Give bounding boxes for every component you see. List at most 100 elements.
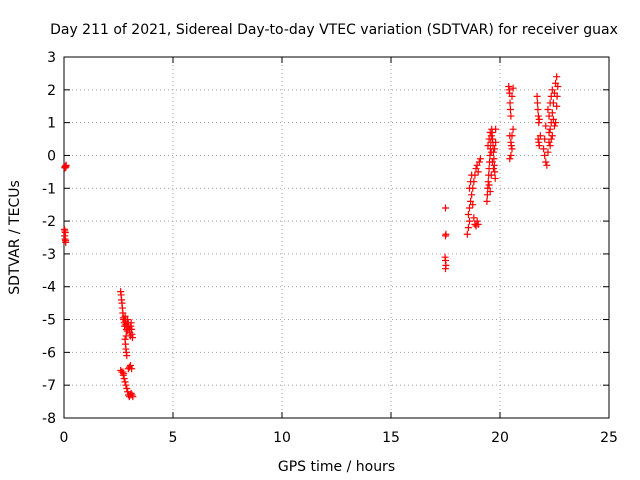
data-point xyxy=(553,73,561,81)
data-point xyxy=(506,155,514,163)
data-point xyxy=(484,142,492,150)
data-point xyxy=(121,378,129,386)
data-point xyxy=(487,171,495,179)
data-point xyxy=(474,168,482,176)
data-point xyxy=(464,211,472,219)
x-tick-label: 25 xyxy=(600,430,618,446)
data-point xyxy=(548,109,556,117)
data-point xyxy=(507,151,515,159)
data-point xyxy=(543,161,551,169)
data-point xyxy=(506,106,514,114)
data-point xyxy=(467,178,475,186)
data-point xyxy=(554,83,562,91)
data-point xyxy=(61,229,69,237)
data-point xyxy=(120,375,128,383)
data-point xyxy=(548,86,556,94)
chart-title: Day 211 of 2021, Sidereal Day-to-day VTE… xyxy=(50,22,618,38)
grid-lines xyxy=(64,57,609,418)
data-point xyxy=(506,99,514,107)
data-point xyxy=(545,128,553,136)
data-point xyxy=(508,92,516,100)
x-tick-label: 0 xyxy=(60,430,69,446)
data-point xyxy=(545,112,553,120)
y-tick-label: -7 xyxy=(42,378,56,394)
data-point xyxy=(129,393,137,401)
data-point xyxy=(535,115,543,123)
data-point xyxy=(536,132,544,140)
data-point xyxy=(128,391,136,399)
data-point xyxy=(540,145,548,153)
data-point xyxy=(484,178,492,186)
data-point xyxy=(509,125,517,133)
data-point xyxy=(442,204,449,212)
data-point xyxy=(128,365,136,373)
data-point xyxy=(474,220,482,228)
data-point xyxy=(491,168,499,176)
y-tick-label: 3 xyxy=(47,50,56,66)
data-point xyxy=(62,161,70,169)
data-point xyxy=(541,151,549,159)
data-point xyxy=(470,214,478,222)
x-tick-label: 15 xyxy=(382,430,400,446)
data-point xyxy=(475,158,483,166)
data-point xyxy=(548,132,556,140)
data-point xyxy=(442,232,449,240)
plot-frame xyxy=(63,56,610,419)
data-point xyxy=(483,197,491,205)
data-point xyxy=(464,224,472,232)
data-point xyxy=(118,368,126,376)
data-point xyxy=(508,132,516,140)
data-point xyxy=(476,155,484,163)
data-point xyxy=(486,151,494,159)
data-point xyxy=(442,265,449,273)
data-point xyxy=(553,102,561,110)
y-tick-label: -3 xyxy=(42,247,56,263)
data-point xyxy=(533,99,541,107)
data-point xyxy=(507,112,515,120)
data-point xyxy=(547,92,555,100)
x-tick-label: 5 xyxy=(169,430,178,446)
data-point xyxy=(542,158,550,166)
data-point xyxy=(486,188,494,196)
data-point xyxy=(546,125,554,133)
data-point xyxy=(546,99,554,107)
y-tick-label: -6 xyxy=(42,345,56,361)
data-point xyxy=(546,142,554,150)
y-tick-label: -5 xyxy=(42,313,56,329)
data-point xyxy=(465,217,473,225)
data-point xyxy=(469,201,477,209)
x-axis-label: GPS time / hours xyxy=(278,459,395,475)
data-point xyxy=(122,381,130,389)
data-point xyxy=(123,384,131,392)
data-point xyxy=(485,135,493,143)
data-point xyxy=(486,128,494,136)
axis-ticks: 0 5 10 15 20 25 -8 -7 -6 -5 -4 -3 -2 -1 0 1 2 3 xyxy=(42,50,618,446)
data-point xyxy=(62,238,70,246)
data-point xyxy=(488,158,496,166)
data-point xyxy=(463,230,471,238)
y-tick-label: 1 xyxy=(47,116,56,132)
data-point xyxy=(533,92,541,100)
data-point xyxy=(465,204,473,212)
data-point xyxy=(489,165,497,173)
y-tick-label: -1 xyxy=(42,181,56,197)
data-point xyxy=(117,366,125,374)
data-point xyxy=(128,334,136,342)
data-point xyxy=(553,92,561,100)
y-tick-label: -4 xyxy=(42,280,56,296)
data-point xyxy=(544,148,552,156)
data-point xyxy=(534,112,542,120)
data-point xyxy=(126,361,134,369)
data-point xyxy=(492,138,500,146)
data-point xyxy=(542,122,550,130)
x-tick-label: 20 xyxy=(491,430,509,446)
data-point xyxy=(492,125,500,133)
data-point xyxy=(491,145,499,153)
y-tick-label: -2 xyxy=(42,214,56,230)
data-point xyxy=(490,155,498,163)
data-point xyxy=(122,332,130,340)
x-tick-label: 10 xyxy=(273,430,291,446)
data-point xyxy=(473,217,481,225)
data-point xyxy=(508,145,516,153)
